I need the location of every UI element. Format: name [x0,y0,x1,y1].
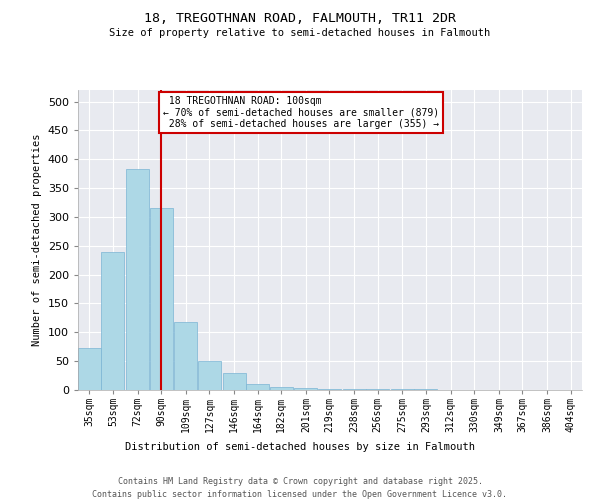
Y-axis label: Number of semi-detached properties: Number of semi-detached properties [32,134,42,346]
Bar [126,169,149,390]
Bar [101,252,124,390]
Text: 18 TREGOTHNAN ROAD: 100sqm
← 70% of semi-detached houses are smaller (879)
 28% : 18 TREGOTHNAN ROAD: 100sqm ← 70% of semi… [163,96,439,129]
Text: 18, TREGOTHNAN ROAD, FALMOUTH, TR11 2DR: 18, TREGOTHNAN ROAD, FALMOUTH, TR11 2DR [144,12,456,26]
Bar [246,384,269,390]
Text: Contains HM Land Registry data © Crown copyright and database right 2025.: Contains HM Land Registry data © Crown c… [118,478,482,486]
Bar [78,348,101,390]
Bar [343,389,365,390]
Bar [223,372,245,390]
Bar [150,208,173,390]
Text: Size of property relative to semi-detached houses in Falmouth: Size of property relative to semi-detach… [109,28,491,38]
Bar [295,388,317,390]
Text: Distribution of semi-detached houses by size in Falmouth: Distribution of semi-detached houses by … [125,442,475,452]
Bar [269,387,293,390]
Bar [318,389,341,390]
Bar [175,322,197,390]
Text: Contains public sector information licensed under the Open Government Licence v3: Contains public sector information licen… [92,490,508,499]
Bar [198,361,221,390]
